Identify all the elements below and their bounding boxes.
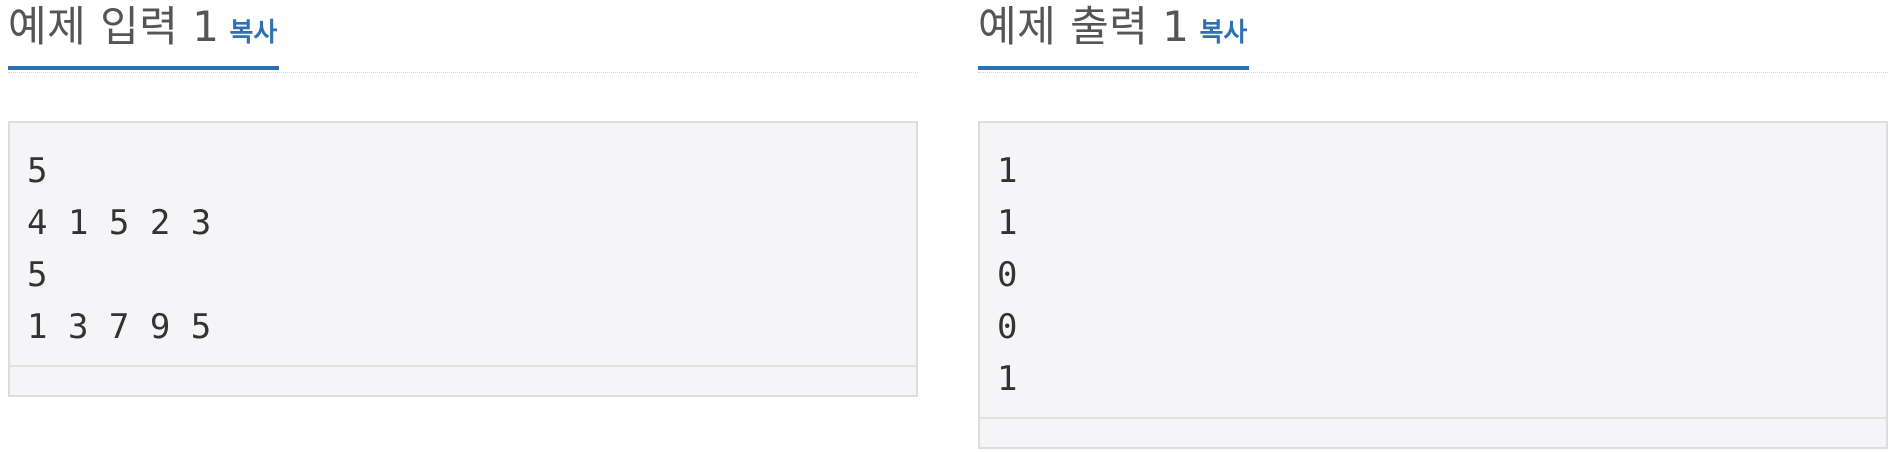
horizontal-scrollbar[interactable] [980, 417, 1886, 447]
sample-input-title: 예제 입력 1 [8, 2, 220, 51]
sample-input-panel: 예제 입력 1 복사 5 4 1 5 2 3 5 1 3 7 9 5 [8, 0, 918, 397]
sample-output-headline: 예제 출력 1 복사 [978, 0, 1888, 73]
sample-input-headline: 예제 입력 1 복사 [8, 0, 918, 73]
copy-output-button[interactable]: 복사 [1199, 18, 1248, 48]
sample-output-heading: 예제 출력 1 복사 [978, 0, 1250, 70]
sample-output-box[interactable]: 1 1 0 0 1 [978, 121, 1888, 449]
sample-output-data[interactable]: 1 1 0 0 1 [997, 151, 1018, 399]
horizontal-scrollbar[interactable] [10, 365, 916, 395]
sample-input-data[interactable]: 5 4 1 5 2 3 5 1 3 7 9 5 [27, 151, 212, 347]
sample-output-panel: 예제 출력 1 복사 1 1 0 0 1 [978, 0, 1888, 449]
copy-input-button[interactable]: 복사 [229, 18, 278, 48]
sample-output-title: 예제 출력 1 [978, 2, 1190, 51]
sample-input-box[interactable]: 5 4 1 5 2 3 5 1 3 7 9 5 [8, 121, 918, 397]
sample-input-heading: 예제 입력 1 복사 [8, 0, 280, 70]
